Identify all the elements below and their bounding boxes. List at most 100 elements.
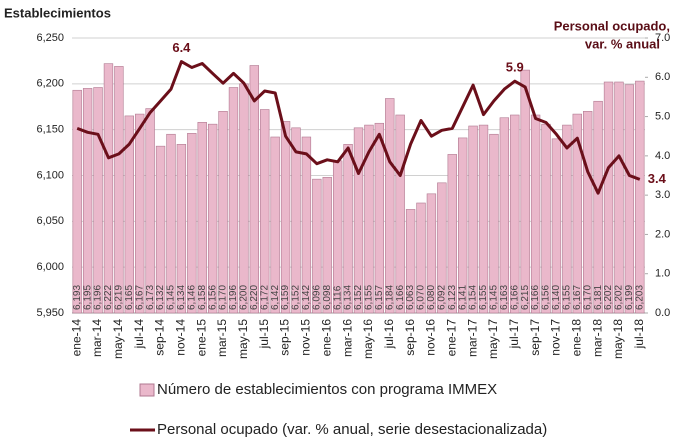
bar-value-label: 6,096 [311, 285, 322, 310]
line-value-label: 3.4 [648, 171, 667, 186]
bar [614, 81, 624, 314]
bar [291, 127, 301, 314]
bar-value-label: 6,165 [124, 285, 135, 310]
y-axis-title: Establecimientos [4, 5, 111, 20]
bar-value-label: 6,184 [384, 285, 395, 310]
bar [510, 114, 520, 314]
bar-value-label: 6,155 [364, 285, 375, 310]
bar [207, 123, 218, 314]
bar-value-label: 6,142 [301, 285, 312, 310]
x-tick-label: may-16 [361, 319, 375, 359]
x-tick-label: mar-15 [215, 319, 229, 357]
bar-value-label: 6,181 [593, 285, 604, 310]
bar-value-label: 6,200 [239, 285, 250, 310]
x-tick-label: nov-16 [424, 319, 438, 356]
x-tick-label: jul-15 [257, 319, 271, 350]
bar [270, 136, 280, 314]
bar [426, 193, 437, 314]
bar-value-label: 6,123 [447, 285, 458, 310]
bar [478, 124, 489, 314]
bar [572, 113, 582, 314]
bar [301, 136, 312, 314]
bar-value-label: 6,152 [291, 285, 302, 310]
bar [197, 122, 207, 314]
bar-value-label: 6,092 [436, 285, 447, 310]
bar [583, 111, 593, 314]
y-tick-label: 6,150 [36, 124, 64, 136]
y2-axis-title: Personal ocupado, [554, 18, 670, 33]
bar-value-label: 6,152 [353, 285, 364, 310]
bar-value-label: 6,063 [405, 285, 416, 310]
bar [489, 133, 499, 314]
bar-value-label: 6,219 [114, 285, 125, 310]
y2-tick-label: 4.0 [655, 150, 670, 162]
y-tick-label: 6,000 [36, 261, 64, 273]
y2-tick-label: 7.0 [655, 32, 670, 44]
bar-value-label: 6,141 [457, 285, 468, 310]
x-tick-label: ene-15 [194, 319, 208, 357]
bar [374, 122, 385, 314]
bar-value-label: 6,170 [582, 285, 593, 310]
bar [218, 111, 228, 314]
bar-value-label: 6,220 [249, 285, 260, 310]
x-tick-label: ene-14 [69, 319, 83, 357]
line-value-label: 5.9 [506, 60, 524, 75]
bar [239, 83, 249, 314]
bar-value-label: 6,166 [509, 285, 520, 310]
y-tick-label: 5,950 [36, 307, 64, 319]
bar [551, 138, 562, 314]
bar-value-label: 6,142 [270, 285, 281, 310]
bar [458, 137, 468, 314]
bar [249, 65, 259, 314]
bar [364, 124, 374, 314]
x-tick-label: jul-16 [382, 319, 396, 350]
x-tick-label: mar-14 [90, 319, 104, 357]
x-tick-label: nov-14 [174, 319, 188, 356]
bar-value-label: 6,170 [218, 285, 229, 310]
bar [93, 87, 103, 314]
x-tick-label: may-14 [111, 319, 125, 359]
y-tick-label: 6,200 [36, 78, 64, 90]
bar [260, 109, 270, 314]
bar [603, 81, 614, 314]
bar-value-label: 6,172 [259, 285, 270, 310]
bar [562, 124, 572, 314]
bar-value-label: 6,199 [624, 285, 635, 310]
bar [312, 178, 322, 314]
bar-value-label: 6,140 [551, 285, 562, 310]
x-tick-label: ene-17 [444, 319, 458, 357]
bar-value-label: 6,167 [134, 285, 145, 310]
y2-tick-label: 1.0 [655, 268, 670, 280]
x-tick-label: nov-15 [299, 319, 313, 356]
y2-tick-label: 2.0 [655, 228, 670, 240]
bar [124, 115, 134, 314]
bar [353, 127, 364, 314]
bar-value-label: 6,159 [280, 285, 291, 310]
bar [624, 84, 635, 314]
bar [135, 113, 145, 314]
bar-value-label: 6,134 [343, 285, 354, 310]
bar [72, 89, 82, 314]
bar-value-label: 6,196 [228, 285, 239, 310]
legend-label: Número de establecimientos con programa … [157, 381, 497, 398]
bar-value-label: 6,098 [322, 285, 333, 310]
bar-value-label: 6,156 [541, 285, 552, 310]
bar [405, 209, 416, 314]
bar [322, 177, 332, 314]
bar-value-label: 6,203 [634, 285, 645, 310]
bar-value-label: 6,157 [374, 285, 385, 310]
bar [145, 108, 155, 314]
bar [155, 145, 166, 314]
bar [114, 66, 124, 314]
y-tick-label: 6,100 [36, 169, 64, 181]
bar-value-label: 6,158 [197, 285, 208, 310]
y2-tick-label: 6.0 [655, 71, 670, 83]
x-tick-label: sep-14 [153, 319, 167, 356]
legend-swatch [139, 383, 155, 397]
bar-value-label: 6,155 [478, 285, 489, 310]
bar [166, 133, 176, 314]
bar-value-label: 6,222 [103, 285, 114, 310]
line-value-label: 6.4 [172, 40, 191, 55]
x-tick-label: mar-17 [465, 319, 479, 357]
